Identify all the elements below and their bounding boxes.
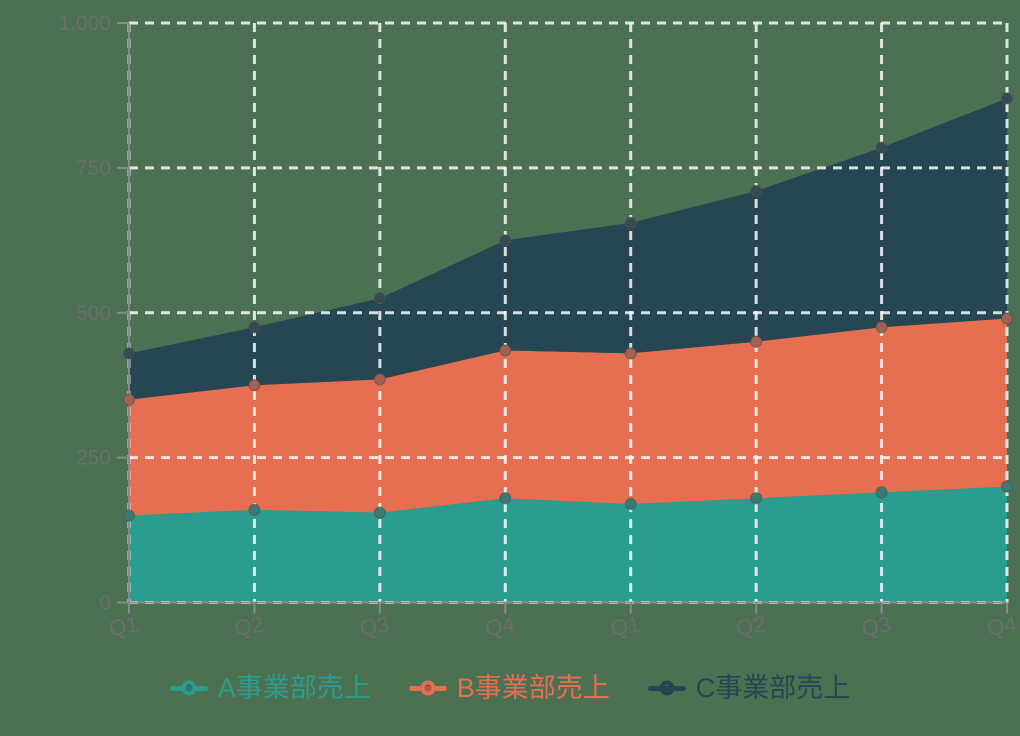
data-point <box>499 492 511 504</box>
series-a-ring-icon <box>181 680 197 696</box>
x-tick-label: Q3 <box>358 611 391 641</box>
data-point <box>499 344 511 356</box>
data-point-overlay <box>875 320 888 334</box>
data-point <box>1001 92 1013 104</box>
data-point <box>374 292 386 304</box>
x-tick-label: Q4 <box>985 611 1018 641</box>
data-point <box>876 142 888 154</box>
data-point <box>750 336 762 348</box>
data-point <box>123 394 135 406</box>
data-point <box>1001 481 1013 493</box>
data-point-overlay <box>248 320 261 334</box>
data-point <box>248 321 260 333</box>
data-point <box>625 347 637 359</box>
data-point-overlay <box>373 506 387 519</box>
data-point-overlay <box>122 347 136 360</box>
chart-legend: A事業部売上 B事業部売上 C事業部売上 <box>0 658 1020 718</box>
data-point <box>876 321 888 333</box>
data-point-overlay <box>749 184 763 198</box>
data-point-overlay <box>749 491 763 505</box>
data-point-overlay <box>875 486 888 499</box>
x-tick-label: Q2 <box>734 611 767 641</box>
data-point-overlay <box>624 497 637 511</box>
data-point-overlay <box>875 141 888 154</box>
data-point-overlay <box>1000 480 1014 493</box>
data-points <box>122 92 1014 522</box>
series-b-marker-icon <box>408 680 447 696</box>
x-tick-label: Q2 <box>232 611 265 641</box>
data-point <box>750 492 762 504</box>
data-point <box>248 504 260 516</box>
x-tick-label: Q1 <box>609 611 642 641</box>
data-point-overlay <box>1000 312 1014 325</box>
legend-item-series-b[interactable]: B事業部売上 <box>408 672 610 703</box>
legend-item-series-c[interactable]: C事業部売上 <box>647 672 851 703</box>
legend-label-series-c: C事業部売上 <box>695 672 851 703</box>
data-point <box>499 234 511 246</box>
tick-labels: 0 250 500 750 1,000 Q1 Q2 Q3 Q4 Q1 Q2 Q3 Q4 <box>58 12 1018 641</box>
data-point-overlay <box>122 393 136 406</box>
data-point-overlay <box>499 491 512 505</box>
data-point-overlay <box>499 344 512 357</box>
y-tick-label: 250 <box>76 447 111 470</box>
series-c-area <box>129 98 1007 400</box>
data-point-overlay <box>624 216 637 230</box>
series-c-marker-icon <box>647 680 686 696</box>
data-point <box>123 510 135 522</box>
series-b-ring-icon <box>420 680 436 696</box>
data-point-overlay <box>248 503 261 517</box>
data-point-overlay <box>499 234 512 247</box>
y-tick-label: 750 <box>76 157 111 180</box>
legend-label-series-a: A事業部売上 <box>217 672 371 703</box>
data-point-overlay <box>248 378 261 392</box>
legend-item-series-a[interactable]: A事業部売上 <box>169 672 371 703</box>
data-point <box>248 379 260 391</box>
data-point <box>1001 313 1013 325</box>
x-tick-label: Q3 <box>860 611 893 641</box>
data-point-overlay <box>749 335 763 348</box>
data-point <box>123 347 135 359</box>
series-a-marker-icon <box>169 680 208 696</box>
data-point <box>374 507 386 519</box>
series-b-area <box>129 318 1007 516</box>
legend-label-series-b: B事業部売上 <box>456 672 610 703</box>
data-point-overlay <box>624 347 637 360</box>
data-point-overlay <box>373 373 387 386</box>
data-point-overlay <box>373 292 387 305</box>
data-point <box>374 373 386 385</box>
data-point <box>625 498 637 510</box>
y-tick-label: 500 <box>76 302 111 325</box>
series-a-area <box>129 486 1007 603</box>
x-tick-label: Q4 <box>483 611 516 641</box>
data-point-overlay <box>1000 92 1014 105</box>
y-tick-label: 1,000 <box>58 12 111 35</box>
data-point <box>625 217 637 229</box>
data-point-overlay <box>122 509 136 522</box>
series-c-ring-icon <box>659 680 675 696</box>
data-point <box>750 185 762 197</box>
data-point <box>876 486 888 498</box>
y-tick-label: 0 <box>99 592 111 615</box>
area-bands <box>129 98 1007 603</box>
x-tick-label: Q1 <box>107 611 140 641</box>
